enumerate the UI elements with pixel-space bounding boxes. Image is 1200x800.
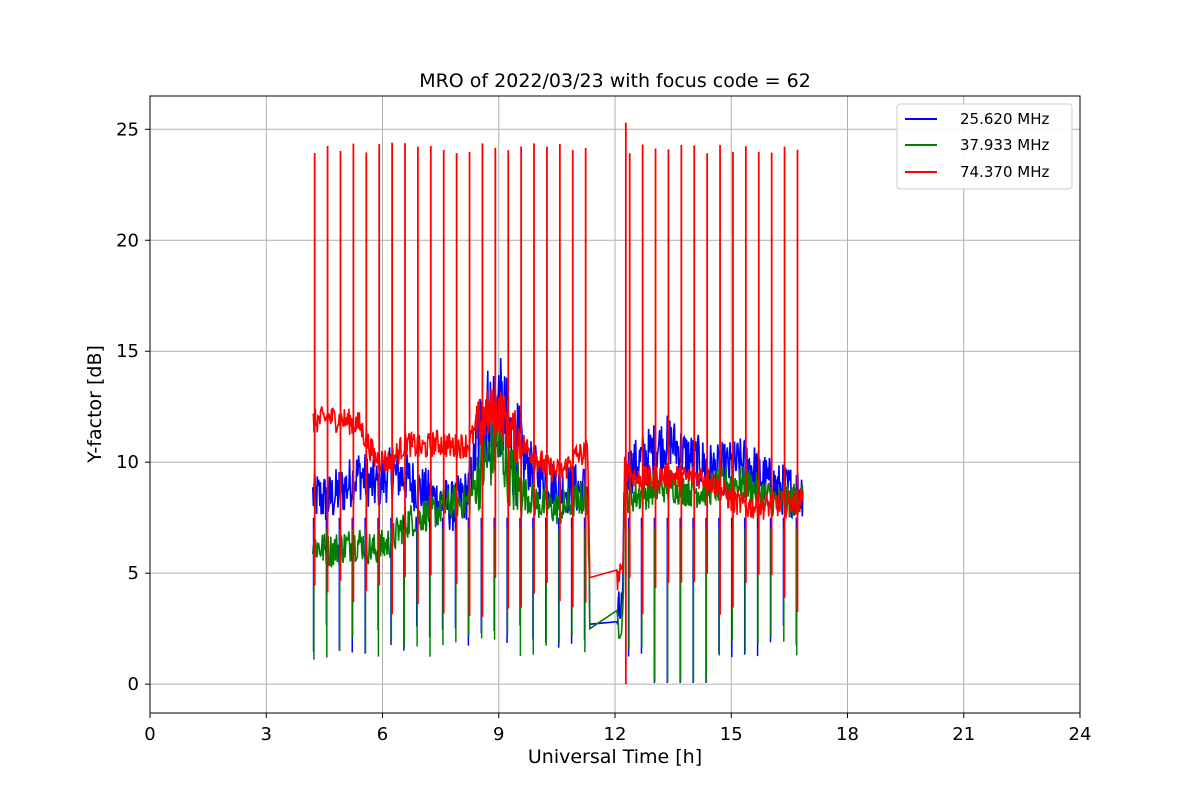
x-tick-label: 24	[1069, 724, 1092, 745]
y-tick-label: 10	[116, 452, 139, 473]
x-tick-label: 6	[377, 724, 388, 745]
x-tick-label: 21	[952, 724, 975, 745]
x-axis-label: Universal Time [h]	[528, 746, 702, 768]
legend-entry-74-370: 74.370 MHz	[960, 163, 1049, 181]
x-tick-label: 18	[836, 724, 859, 745]
y-tick-label: 15	[116, 341, 139, 362]
chart-title: MRO of 2022/03/23 with focus code = 62	[419, 70, 811, 92]
calibration-spikes	[312, 122, 799, 685]
series-layer	[312, 122, 804, 685]
x-tick-label: 9	[493, 724, 504, 745]
x-tick-label: 3	[261, 724, 272, 745]
legend-entry-25-620: 25.620 MHz	[960, 110, 1049, 128]
y-axis-label: Y-factor [dB]	[84, 345, 106, 464]
y-tick-label: 20	[116, 230, 139, 251]
series-line-74-370	[312, 388, 804, 591]
y-tick-label: 0	[128, 674, 139, 695]
x-tick-label: 15	[720, 724, 743, 745]
y-tick-label: 5	[128, 563, 139, 584]
legend-entry-37-933: 37.933 MHz	[960, 136, 1049, 154]
y-axis-ticks: 0 5 10 15 20 25	[116, 119, 150, 695]
legend-box	[896, 103, 1073, 190]
x-tick-label: 0	[144, 724, 155, 745]
y-tick-label: 25	[116, 119, 139, 140]
x-axis-ticks: 0 3 6 9 12 15 18 21 24	[144, 713, 1091, 745]
x-tick-label: 12	[604, 724, 627, 745]
legend: 25.620 MHz 37.933 MHz 74.370 MHz	[896, 103, 1073, 190]
